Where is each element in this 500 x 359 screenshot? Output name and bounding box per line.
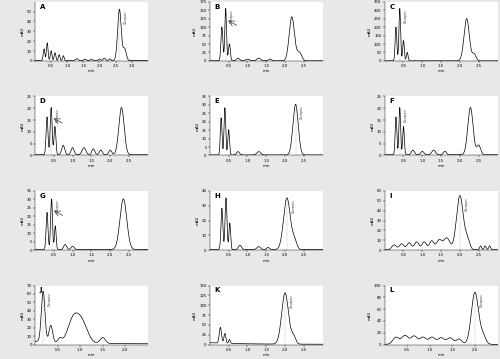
Y-axis label: mAU: mAU [20, 311, 24, 320]
Text: C: C [389, 4, 394, 10]
Text: Oleuropein: Oleuropein [56, 108, 60, 122]
Text: A: A [40, 4, 45, 10]
Y-axis label: mAU: mAU [193, 311, 197, 320]
X-axis label: min: min [88, 258, 95, 263]
Y-axis label: mAU: mAU [368, 311, 372, 320]
Text: Oleuropein: Oleuropein [404, 9, 408, 23]
Text: Oleuropein: Oleuropein [56, 200, 60, 214]
X-axis label: min: min [438, 164, 445, 168]
Text: F: F [389, 98, 394, 104]
X-axis label: min: min [88, 70, 95, 74]
X-axis label: min: min [262, 70, 270, 74]
X-axis label: min: min [262, 353, 270, 357]
Text: Oleuropein: Oleuropein [124, 10, 128, 24]
Y-axis label: mAU: mAU [20, 27, 24, 36]
Text: D: D [40, 98, 46, 104]
Text: B: B [214, 4, 220, 10]
X-axis label: min: min [88, 164, 95, 168]
Text: Oleuropein: Oleuropein [404, 108, 408, 122]
Text: Oleuropein: Oleuropein [292, 199, 296, 213]
Y-axis label: mAU: mAU [20, 121, 24, 131]
Y-axis label: mAU: mAU [196, 216, 200, 225]
Y-axis label: mAU: mAU [368, 27, 372, 36]
Text: H: H [214, 193, 220, 199]
Text: Oleuropein: Oleuropein [480, 293, 484, 307]
Text: J: J [40, 287, 42, 293]
Y-axis label: mAU: mAU [20, 216, 24, 225]
X-axis label: min: min [438, 353, 445, 357]
Text: Oleuropein: Oleuropein [290, 294, 294, 308]
X-axis label: min: min [262, 258, 270, 263]
Text: Oleuropein: Oleuropein [230, 9, 234, 23]
X-axis label: min: min [262, 164, 270, 168]
Text: I: I [389, 193, 392, 199]
Text: Oleuropein: Oleuropein [48, 292, 52, 306]
Text: E: E [214, 98, 219, 104]
X-axis label: min: min [88, 353, 95, 357]
Text: Oleuropein: Oleuropein [300, 105, 304, 119]
Y-axis label: mAU: mAU [196, 121, 200, 131]
Y-axis label: mAU: mAU [370, 121, 374, 131]
Y-axis label: mAU: mAU [193, 27, 197, 36]
Text: Oleuropein: Oleuropein [464, 197, 468, 211]
Text: L: L [389, 287, 394, 293]
Y-axis label: mAU: mAU [370, 216, 374, 225]
X-axis label: min: min [438, 258, 445, 263]
Text: K: K [214, 287, 220, 293]
Text: G: G [40, 193, 46, 199]
X-axis label: min: min [438, 70, 445, 74]
